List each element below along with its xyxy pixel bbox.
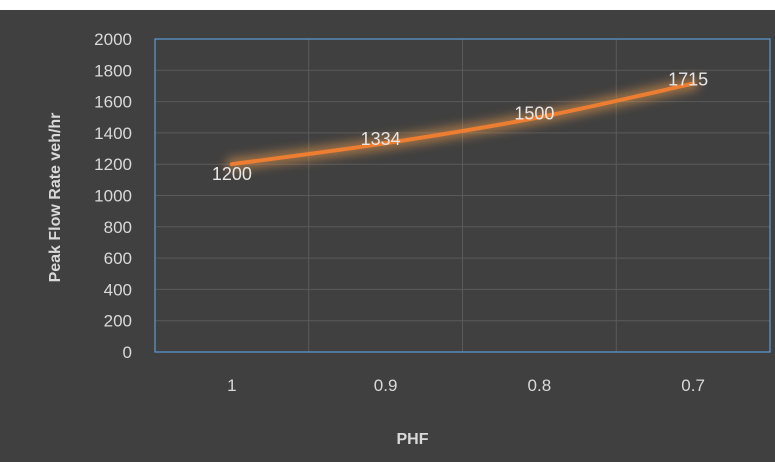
x-tick-label: 1 (227, 376, 236, 395)
data-labels: 1200 1334 1500 1715 (212, 70, 708, 185)
y-tick-label: 200 (104, 312, 132, 331)
x-axis-ticks: 1 0.9 0.8 0.7 (227, 376, 705, 395)
plot-area-border (154, 38, 771, 353)
y-axis-title: Peak Flow Rate veh/hr (47, 113, 64, 283)
y-tick-label: 600 (104, 249, 132, 268)
y-tick-label: 1800 (94, 61, 132, 80)
y-tick-label: 1200 (94, 155, 132, 174)
y-axis-ticks: 0 200 400 600 800 1000 1200 1400 1600 1800 2000 (94, 30, 132, 362)
x-tick-label: 0.7 (681, 376, 705, 395)
x-tick-label: 0.8 (528, 376, 552, 395)
y-tick-label: 2000 (94, 30, 132, 49)
data-label: 1334 (361, 129, 401, 149)
data-label: 1200 (212, 164, 252, 184)
y-tick-label: 400 (104, 280, 132, 299)
y-tick-label: 1600 (94, 93, 132, 112)
data-label: 1500 (514, 103, 554, 123)
y-tick-label: 0 (123, 343, 132, 362)
y-tick-label: 1000 (94, 187, 132, 206)
series-line (229, 81, 696, 167)
x-tick-label: 0.9 (374, 376, 398, 395)
data-label: 1715 (668, 70, 708, 90)
series-layer (225, 77, 700, 171)
line-chart: 0 200 400 600 800 1000 1200 1400 1600 1800 2000 1 0… (0, 10, 775, 462)
x-axis-title: PHF (397, 431, 429, 448)
chart-area: 0 200 400 600 800 1000 1200 1400 1600 1800 2000 1 0… (0, 10, 775, 462)
y-tick-label: 800 (104, 218, 132, 237)
chart-background (0, 10, 775, 462)
y-tick-label: 1400 (94, 124, 132, 143)
